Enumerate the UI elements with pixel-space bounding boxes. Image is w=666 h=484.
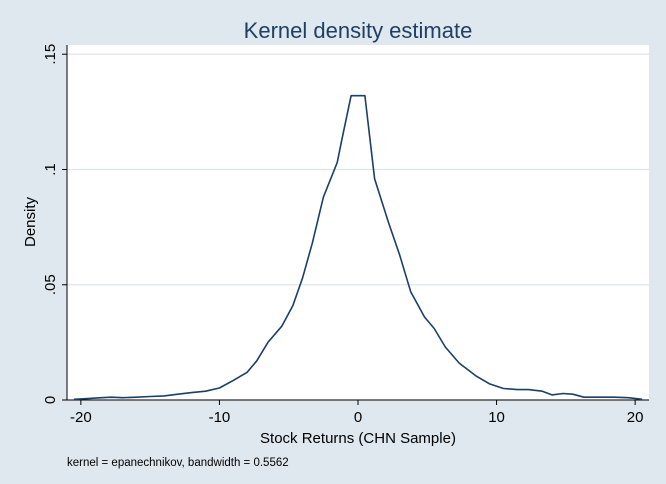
y-tick-label: .15 bbox=[42, 44, 59, 65]
y-axis-label: Density bbox=[22, 196, 39, 247]
x-tick-label: 0 bbox=[354, 409, 362, 426]
x-tick-label: 10 bbox=[488, 409, 505, 426]
y-tick-label: 0 bbox=[42, 396, 59, 404]
chart-title: Kernel density estimate bbox=[244, 18, 473, 43]
kernel-note: kernel = epanechnikov, bandwidth = 0.556… bbox=[67, 457, 289, 469]
x-tick-label: -10 bbox=[209, 409, 231, 426]
series-layer bbox=[73, 94, 643, 401]
y-tick-label: .05 bbox=[42, 274, 59, 295]
x-tick-label: -20 bbox=[70, 409, 92, 426]
y-tick-label: .1 bbox=[42, 163, 59, 176]
x-tick-label: 20 bbox=[627, 409, 644, 426]
density-curve bbox=[73, 94, 643, 401]
x-axis-label: Stock Returns (CHN Sample) bbox=[260, 430, 456, 447]
plot-background bbox=[67, 45, 649, 400]
axis-ticks: 0 .05 .1 .15 -20 -10 0 10 20 bbox=[42, 44, 643, 426]
